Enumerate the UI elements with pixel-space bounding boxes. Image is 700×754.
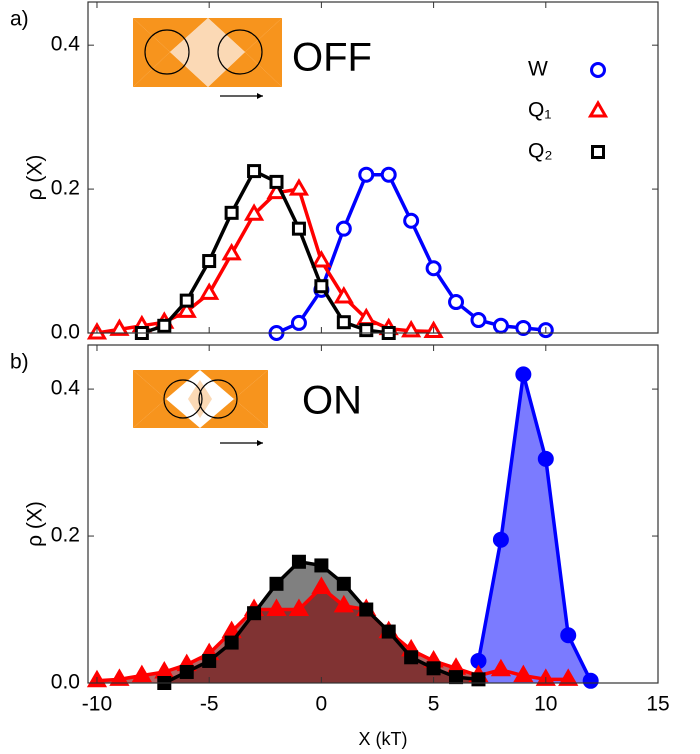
plot-frame xyxy=(87,344,659,684)
icon-on xyxy=(133,370,268,446)
marker xyxy=(314,279,329,294)
marker xyxy=(403,212,420,229)
legend-marker xyxy=(591,145,605,159)
marker xyxy=(131,664,152,683)
y-tick-label: 0.4 xyxy=(51,377,81,400)
marker xyxy=(288,598,310,617)
panel-label: b) xyxy=(10,351,29,374)
panel-label: a) xyxy=(10,8,29,31)
marker xyxy=(582,672,599,689)
marker xyxy=(291,554,306,569)
y-tick-label: 0.0 xyxy=(51,321,80,344)
marker xyxy=(336,315,351,330)
line xyxy=(476,372,593,682)
marker xyxy=(448,294,465,311)
line xyxy=(275,172,546,335)
y-tick-label: 0.0 xyxy=(51,671,80,694)
x-tick-label: 0 xyxy=(316,693,328,716)
marker xyxy=(266,598,287,617)
marker xyxy=(199,282,220,300)
marker xyxy=(515,366,532,383)
marker xyxy=(109,318,130,336)
legend-label: Q₂ xyxy=(528,140,553,163)
marker xyxy=(176,300,197,318)
marker xyxy=(404,650,419,665)
line xyxy=(96,187,434,335)
marker xyxy=(288,178,310,196)
marker xyxy=(157,318,172,333)
marker xyxy=(202,653,217,668)
marker xyxy=(470,312,487,329)
marker xyxy=(515,319,532,336)
y-tick-label: 0.2 xyxy=(51,177,80,200)
legend-label: Q₁ xyxy=(528,99,551,122)
marker xyxy=(425,260,442,277)
marker xyxy=(269,174,284,189)
annotation: OFF xyxy=(292,36,372,80)
marker xyxy=(269,576,284,591)
marker xyxy=(311,576,332,594)
y-axis-label: ρ (X) xyxy=(24,155,47,201)
marker xyxy=(381,624,396,639)
x-tick-label: 15 xyxy=(646,693,669,716)
marker xyxy=(492,317,509,334)
marker xyxy=(202,254,217,269)
marker xyxy=(490,658,512,677)
legend-marker xyxy=(587,99,609,118)
x-axis-label: X (kT) xyxy=(359,729,408,749)
marker xyxy=(109,668,130,686)
marker xyxy=(311,250,332,268)
marker xyxy=(179,293,194,308)
marker xyxy=(333,286,354,304)
marker xyxy=(243,203,265,221)
annotation: ON xyxy=(302,379,362,423)
panel: 0.0 0.2 0.4 ρ (X) a) OFF W Q₁ Q₂ xyxy=(10,1,659,344)
marker xyxy=(335,220,352,237)
marker xyxy=(359,323,374,338)
legend-marker xyxy=(590,62,606,78)
legend-label: W xyxy=(528,58,548,81)
marker xyxy=(290,314,307,331)
marker xyxy=(426,661,441,676)
x-tick-label: -5 xyxy=(200,693,219,716)
plot-frame xyxy=(87,1,659,334)
marker xyxy=(154,660,175,679)
marker xyxy=(179,664,194,679)
marker xyxy=(558,668,579,686)
marker xyxy=(358,166,375,183)
marker xyxy=(224,635,239,650)
marker xyxy=(224,205,239,220)
marker xyxy=(449,670,464,685)
icon-off xyxy=(133,18,282,99)
x-tick-label: 5 xyxy=(428,693,440,716)
x-tick-label: -10 xyxy=(82,693,112,716)
marker xyxy=(513,664,534,683)
marker xyxy=(247,606,262,621)
marker xyxy=(560,627,577,644)
panel: 0.0 0.2 0.4 -10 -5 0 5 10 15 ρ (X) X (kT) b) ON xyxy=(10,344,670,749)
y-tick-label: 0.2 xyxy=(51,524,80,547)
line xyxy=(96,585,569,683)
area xyxy=(478,374,591,683)
y-tick-label: 0.4 xyxy=(51,33,81,56)
marker xyxy=(471,672,486,687)
marker xyxy=(314,558,329,573)
marker xyxy=(333,594,354,613)
marker xyxy=(380,166,397,183)
marker xyxy=(359,602,374,617)
marker xyxy=(221,242,242,261)
marker xyxy=(537,450,554,467)
marker xyxy=(336,576,351,591)
marker xyxy=(291,221,306,236)
y-axis-label: ρ (X) xyxy=(24,501,47,547)
marker xyxy=(247,164,262,179)
x-tick-label: 10 xyxy=(534,693,557,716)
marker xyxy=(401,319,422,338)
marker xyxy=(492,531,509,548)
line xyxy=(141,169,389,335)
